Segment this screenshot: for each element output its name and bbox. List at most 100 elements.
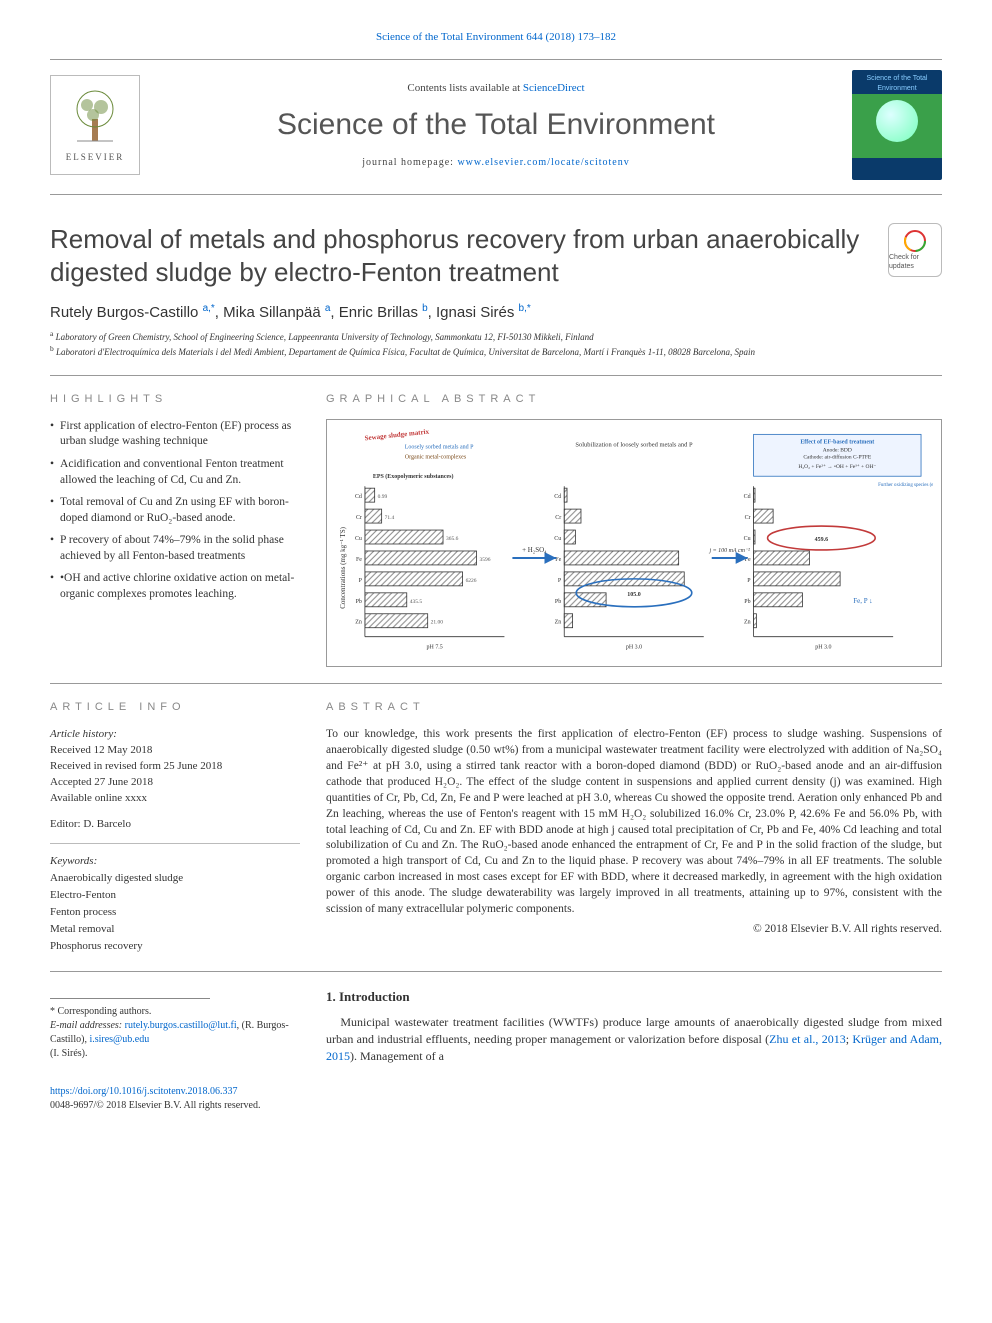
svg-text:Anode: BDD: Anode: BDD [823,447,852,453]
svg-text:3596: 3596 [480,557,491,563]
svg-text:Cr: Cr [555,515,561,521]
introduction-section: 1. Introduction Municipal wastewater tre… [326,988,942,1065]
doi-footer: https://doi.org/10.1016/j.scitotenv.2018… [50,1085,942,1113]
abstract-text: To our knowledge, this work presents the… [326,728,942,914]
editor-label: Editor: [50,818,81,830]
svg-text:Loosely sorbed metals and P: Loosely sorbed metals and P [405,444,474,450]
ga-heading: GRAPHICAL ABSTRACT [326,392,942,407]
email-link-2[interactable]: i.sires@ub.edu [89,1034,149,1045]
svg-text:pH 7.5: pH 7.5 [427,645,443,651]
received-date: Received 12 May 2018 [50,743,300,759]
svg-text:P: P [558,578,562,584]
highlights-heading: HIGHLIGHTS [50,392,300,407]
affil-a: Laboratory of Green Chemistry, School of… [56,332,594,342]
contents-line: Contents lists available at ScienceDirec… [140,81,852,96]
svg-text:EPS (Exopolymeric substances): EPS (Exopolymeric substances) [373,473,454,480]
svg-text:Zn: Zn [744,620,751,626]
svg-text:Zn: Zn [555,620,562,626]
abstract-heading: ABSTRACT [326,700,942,715]
doi-link[interactable]: https://doi.org/10.1016/j.scitotenv.2018… [50,1086,238,1097]
svg-text:Fe: Fe [356,557,362,563]
svg-text:Cu: Cu [744,536,751,542]
artinfo-heading: ARTICLE INFO [50,700,300,715]
highlights-list: First application of electro-Fenton (EF)… [50,419,300,602]
accepted-date: Accepted 27 June 2018 [50,775,300,791]
keyword: Electro-Fenton [50,887,300,904]
elsevier-label: ELSEVIER [66,151,125,164]
author-1-sup: a,* [203,303,215,314]
svg-text:pH 3.0: pH 3.0 [815,645,831,651]
keywords-list: Anaerobically digested sludge Electro-Fe… [50,870,300,955]
abstract-section: ABSTRACT To our knowledge, this work pre… [326,700,942,955]
highlight-item: Total removal of Cu and Zn using EF with… [50,495,300,526]
keyword: Metal removal [50,921,300,938]
crossmark-badge[interactable]: Check for updates [888,223,942,277]
email-link-1[interactable]: rutely.burgos.castillo@lut.fi [125,1020,237,1031]
highlights-section: HIGHLIGHTS First application of electro-… [50,392,300,667]
svg-text:P: P [747,578,751,584]
svg-text:Solubilization of loosely sorb: Solubilization of loosely sorbed metals … [575,441,693,448]
svg-text:Organic metal-complexes: Organic metal-complexes [405,454,467,460]
abstract-copyright: © 2018 Elsevier B.V. All rights reserved… [326,922,942,938]
elsevier-logo: ELSEVIER [50,75,140,175]
divider [50,375,942,376]
keywords-heading: Keywords: [50,854,300,870]
authors-line: Rutely Burgos-Castillo a,*, Mika Sillanp… [50,302,942,323]
svg-text:pH 3.0: pH 3.0 [626,645,642,651]
journal-header: ELSEVIER Contents lists available at Sci… [50,59,942,195]
author-2: , Mika Sillanpää [215,304,325,321]
email2-aft: (I. Sirés). [50,1048,88,1059]
svg-text:21.00: 21.00 [431,620,444,626]
author-1: Rutely Burgos-Castillo [50,304,203,321]
keyword: Phosphorus recovery [50,938,300,955]
ref-link-1[interactable]: Zhu et al., 2013 [769,1032,846,1046]
journal-homepage: journal homepage: www.elsevier.com/locat… [140,156,852,170]
svg-text:H₂O₂ + Fe²⁺ → •OH + Fe³⁺ + OH⁻: H₂O₂ + Fe²⁺ → •OH + Fe³⁺ + OH⁻ [798,464,876,470]
svg-text:Cr: Cr [356,515,362,521]
svg-text:Cd: Cd [355,494,362,500]
svg-text:Pb: Pb [356,599,362,605]
sciencedirect-link[interactable]: ScienceDirect [523,82,585,94]
article-title: Removal of metals and phosphorus recover… [50,223,888,288]
crossmark-icon [903,229,927,253]
tree-icon [65,87,125,147]
svg-text:Pb: Pb [744,599,750,605]
highlight-item: Acidification and conventional Fenton tr… [50,457,300,488]
author-4: , Ignasi Sirés [428,304,519,321]
svg-text:Sewage sludge matrix: Sewage sludge matrix [364,428,430,442]
keyword: Anaerobically digested sludge [50,870,300,887]
email-label: E-mail addresses: [50,1020,125,1031]
svg-text:71.4: 71.4 [385,515,395,521]
svg-text:Cu: Cu [554,536,561,542]
svg-text:+ H₂SO₄: + H₂SO₄ [522,546,547,554]
corresponding-footer: * Corresponding authors. E-mail addresse… [50,988,300,1065]
svg-text:Cd: Cd [554,494,561,500]
editor-name: D. Barcelo [83,818,131,830]
affil-b: Laboratori d'Electroquímica dels Materia… [56,347,755,357]
svg-text:j = 100 mA cm⁻²: j = 100 mA cm⁻² [709,548,751,554]
journal-cover-thumb: Science of the Total Environment [852,70,942,180]
intro-heading: 1. Introduction [326,988,942,1006]
cover-label: Science of the Total Environment [852,74,942,94]
divider [50,971,942,972]
svg-text:Zn: Zn [355,620,362,626]
journal-title: Science of the Total Environment [140,104,852,146]
ga-svg: Concentrations (mg kg⁻¹ TS)Cd0.99Cr71.4C… [335,428,933,658]
svg-text:105.0: 105.0 [627,592,640,598]
revised-date: Received in revised form 25 June 2018 [50,759,300,775]
journal-hp-link[interactable]: www.elsevier.com/locate/scitotenv [457,157,629,168]
divider [50,683,942,684]
svg-text:435.5: 435.5 [410,599,423,605]
svg-text:Concentrations (mg kg⁻¹ TS): Concentrations (mg kg⁻¹ TS) [339,526,347,608]
svg-text:365.6: 365.6 [446,536,459,542]
corresponding-label: * Corresponding authors. [50,1005,300,1019]
hp-prefix: journal homepage: [362,157,457,168]
contents-prefix: Contents lists available at [407,82,522,94]
highlight-item: First application of electro-Fenton (EF)… [50,419,300,450]
citation-link[interactable]: Science of the Total Environment 644 (20… [376,31,616,43]
svg-text:Fe, P ↓: Fe, P ↓ [853,597,872,605]
svg-text:Pb: Pb [555,599,561,605]
history-heading: Article history: [50,727,300,743]
svg-text:Cr: Cr [745,515,751,521]
svg-text:P: P [359,578,363,584]
